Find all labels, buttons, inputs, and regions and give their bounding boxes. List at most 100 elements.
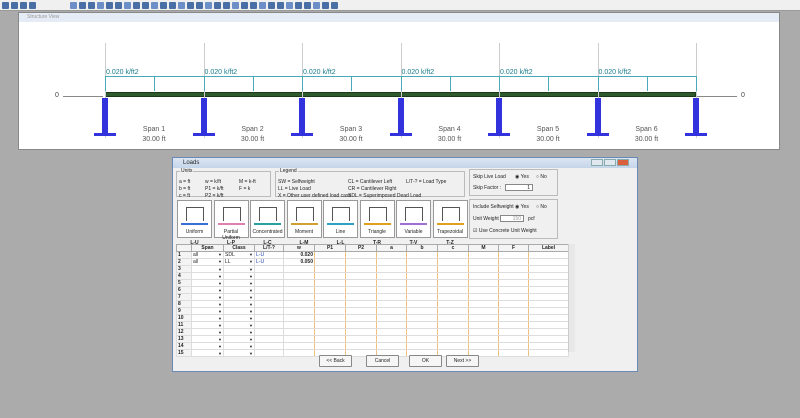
grid-cell[interactable]: ▼: [223, 300, 255, 308]
grid-cell[interactable]: ▼: [223, 321, 255, 329]
grid-cell[interactable]: [254, 349, 284, 357]
toolbar-button-icon[interactable]: [142, 1, 149, 9]
selfweight-yes-radio[interactable]: ◉ Yes: [515, 204, 529, 210]
grid-cell[interactable]: [498, 286, 529, 294]
grid-scrollbar[interactable]: [568, 244, 575, 352]
grid-cell[interactable]: [314, 321, 346, 329]
grid-cell[interactable]: [468, 286, 499, 294]
maximize-button[interactable]: [604, 159, 616, 166]
grid-cell[interactable]: ▼: [191, 349, 224, 357]
dropdown-arrow-icon[interactable]: ▼: [218, 294, 222, 300]
grid-cell[interactable]: [345, 265, 377, 273]
toolbar-button-icon[interactable]: [214, 1, 221, 9]
grid-cell[interactable]: [314, 286, 346, 294]
grid-cell[interactable]: [406, 272, 438, 280]
dropdown-arrow-icon[interactable]: ▼: [249, 259, 253, 264]
grid-cell[interactable]: [376, 251, 407, 259]
grid-cell[interactable]: [468, 258, 499, 266]
grid-cell[interactable]: [437, 272, 469, 280]
grid-cell[interactable]: [376, 335, 407, 343]
toolbar-button-icon[interactable]: [232, 1, 239, 9]
dropdown-arrow-icon[interactable]: ▼: [218, 336, 222, 342]
toolbar-button-icon[interactable]: [133, 1, 140, 9]
grid-cell[interactable]: [468, 321, 499, 329]
dropdown-arrow-icon[interactable]: ▼: [218, 343, 222, 349]
grid-cell[interactable]: [437, 307, 469, 315]
grid-cell[interactable]: [376, 265, 407, 273]
toolbar-button-icon[interactable]: [151, 1, 158, 9]
grid-cell[interactable]: [254, 265, 284, 273]
grid-cell[interactable]: 0.020: [283, 251, 315, 259]
grid-cell[interactable]: [314, 300, 346, 308]
dropdown-arrow-icon[interactable]: ▼: [218, 266, 222, 272]
grid-cell[interactable]: ▼: [191, 328, 224, 336]
grid-cell[interactable]: [376, 307, 407, 315]
grid-cell[interactable]: [528, 335, 569, 343]
grid-cell[interactable]: [345, 251, 377, 259]
grid-cell[interactable]: L-U: [254, 251, 284, 259]
toolbar-button-icon[interactable]: [70, 1, 77, 9]
grid-cell[interactable]: ▼: [191, 265, 224, 273]
grid-cell[interactable]: [437, 279, 469, 287]
grid-cell[interactable]: [283, 335, 315, 343]
grid-cell[interactable]: [498, 279, 529, 287]
grid-cell[interactable]: [283, 300, 315, 308]
grid-cell[interactable]: [345, 342, 377, 350]
grid-cell[interactable]: ▼: [223, 335, 255, 343]
grid-cell[interactable]: [254, 307, 284, 315]
grid-cell[interactable]: [376, 328, 407, 336]
grid-cell[interactable]: [528, 307, 569, 315]
grid-cell[interactable]: L-U: [254, 258, 284, 266]
toolbar-button-icon[interactable]: [2, 1, 9, 9]
grid-cell[interactable]: [283, 349, 315, 357]
toolbar-button-icon[interactable]: [88, 1, 95, 9]
toolbar-button-icon[interactable]: [268, 1, 275, 9]
close-button[interactable]: [617, 159, 629, 166]
grid-cell[interactable]: [283, 307, 315, 315]
grid-cell[interactable]: [498, 293, 529, 301]
grid-cell[interactable]: 0.050: [283, 258, 315, 266]
grid-cell[interactable]: ▼: [223, 265, 255, 273]
column-header[interactable]: [176, 244, 192, 252]
grid-cell[interactable]: [406, 251, 438, 259]
grid-cell[interactable]: [283, 314, 315, 322]
grid-cell[interactable]: [498, 335, 529, 343]
grid-cell[interactable]: [345, 321, 377, 329]
grid-cell[interactable]: ▼: [223, 293, 255, 301]
grid-cell[interactable]: [254, 293, 284, 301]
grid-cell[interactable]: [254, 272, 284, 280]
toolbar-button-icon[interactable]: [304, 1, 311, 9]
grid-cell[interactable]: [498, 258, 529, 266]
toolbar-button-icon[interactable]: [20, 1, 27, 9]
grid-cell[interactable]: [498, 265, 529, 273]
toolbar-button-icon[interactable]: [97, 1, 104, 9]
support-icon[interactable]: [693, 98, 699, 133]
grid-cell[interactable]: all ▼: [191, 251, 224, 259]
column-header[interactable]: P2: [345, 244, 377, 252]
grid-cell[interactable]: [468, 251, 499, 259]
toolbar-button-icon[interactable]: [178, 1, 185, 9]
toolbar-button-icon[interactable]: [169, 1, 176, 9]
toolbar-button-icon[interactable]: [29, 1, 36, 9]
grid-cell[interactable]: [528, 314, 569, 322]
skip-no-radio[interactable]: ○ No: [536, 174, 547, 180]
grid-cell[interactable]: ▼: [223, 286, 255, 294]
toolbar-button-icon[interactable]: [205, 1, 212, 9]
support-icon[interactable]: [594, 98, 601, 133]
grid-cell[interactable]: [406, 314, 438, 322]
grid-cell[interactable]: [468, 265, 499, 273]
grid-cell[interactable]: [528, 258, 569, 266]
column-header[interactable]: L/T-?: [254, 244, 284, 252]
grid-cell[interactable]: [283, 328, 315, 336]
grid-cell[interactable]: [314, 251, 346, 259]
grid-cell[interactable]: [528, 272, 569, 280]
grid-cell[interactable]: ▼: [191, 286, 224, 294]
grid-cell[interactable]: [376, 279, 407, 287]
grid-cell[interactable]: [314, 342, 346, 350]
grid-cell[interactable]: [437, 342, 469, 350]
load-type-l-m[interactable]: Moment L-M: [286, 200, 322, 246]
grid-cell[interactable]: ▼: [191, 307, 224, 315]
toolbar-button-icon[interactable]: [322, 1, 329, 9]
dropdown-arrow-icon[interactable]: ▼: [249, 273, 253, 279]
grid-cell[interactable]: [345, 279, 377, 287]
